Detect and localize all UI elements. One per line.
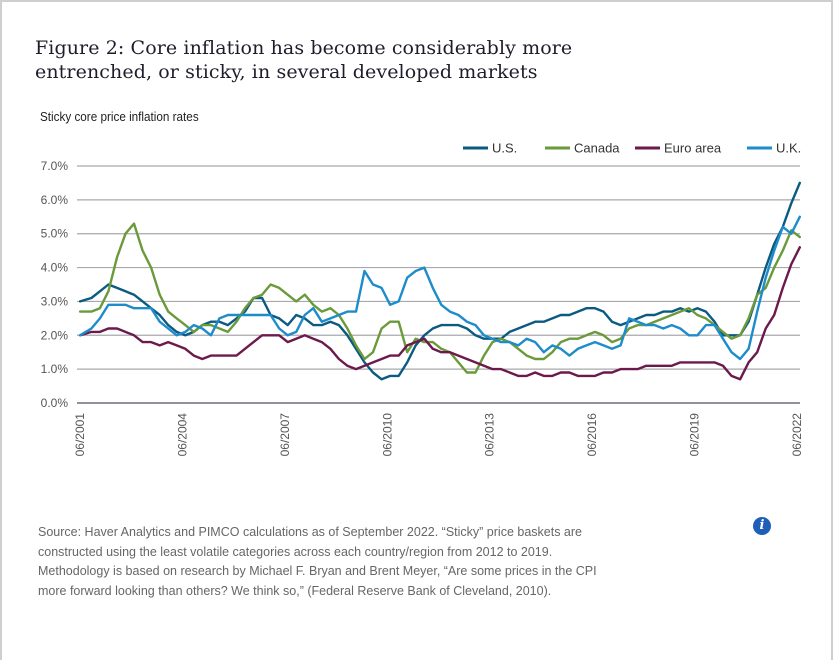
legend-label: Canada (574, 141, 620, 156)
legend: U.S. Canada Euro area U.K. (463, 141, 801, 156)
y-tick-label: 6.0% (41, 193, 69, 207)
y-axis: 0.0% 1.0% 2.0% 3.0% 4.0% 5.0% 6.0% 7.0% (41, 159, 69, 410)
x-axis: 06/2001 06/2004 06/2007 06/2010 06/2013 06/20… (73, 413, 804, 457)
grid-lines (77, 165, 800, 404)
x-tick-label: 06/2001 (73, 413, 87, 457)
y-tick-label: 2.0% (41, 328, 69, 342)
x-tick-label: 06/2004 (175, 413, 189, 457)
chart-subtitle: Sticky core price inflation rates (40, 109, 199, 124)
y-tick-label: 7.0% (41, 159, 69, 173)
x-tick-label: 06/2022 (790, 413, 804, 457)
y-tick-label: 4.0% (41, 261, 69, 275)
legend-label: U.S. (492, 141, 517, 156)
y-tick-label: 3.0% (41, 294, 69, 308)
line-chart: U.S. Canada Euro area U.K. 0.0% 1.0% 2.0% 3.0%… (41, 141, 804, 457)
x-tick-label: 06/2010 (380, 413, 394, 457)
legend-label: U.K. (776, 141, 801, 156)
source-note: Source: Haver Analytics and PIMCO calcul… (38, 525, 597, 598)
series-line-euro-area (78, 246, 801, 381)
series-line-u-k (78, 215, 801, 361)
y-tick-label: 5.0% (41, 227, 69, 241)
x-tick-label: 06/2007 (278, 413, 292, 457)
x-tick-label: 06/2016 (585, 413, 599, 457)
series-line-canada (78, 222, 801, 374)
y-tick-label: 0.0% (41, 396, 69, 410)
x-tick-label: 06/2013 (483, 413, 497, 457)
x-tick-label: 06/2019 (688, 413, 702, 457)
y-tick-label: 1.0% (41, 362, 69, 376)
series-lines (78, 181, 801, 381)
figure-title: Figure 2: Core inflation has become cons… (35, 37, 573, 83)
legend-label: Euro area (664, 141, 722, 156)
info-icon[interactable]: i (753, 517, 771, 535)
